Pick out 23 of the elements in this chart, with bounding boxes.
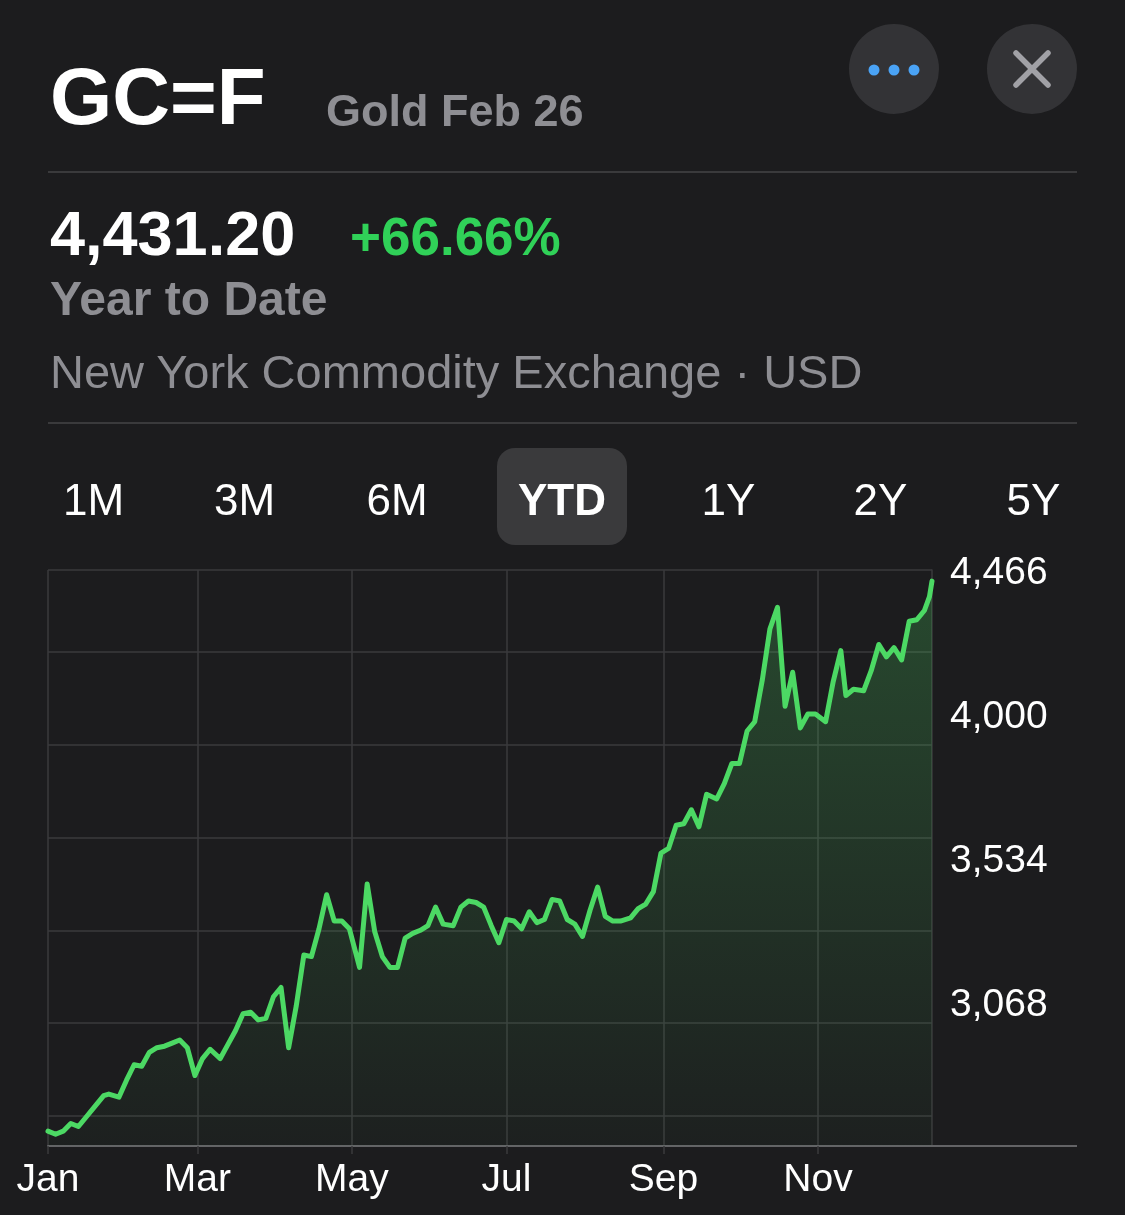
text: 3M (213, 474, 276, 524)
x-tick-label: Mar (163, 1156, 232, 1199)
text: 4,431.20 (50, 197, 296, 268)
text: 2Y (853, 474, 908, 524)
text: 6M (366, 474, 428, 524)
chart-title: GC=F (50, 52, 266, 142)
x-tick-label: May (315, 1156, 390, 1199)
x-tick-label: Jul (481, 1156, 532, 1199)
y-tick-label: 4,466 (950, 548, 1048, 592)
text: New York Commodity Exchange · USD (50, 345, 863, 399)
y-tick-label: 4,000 (950, 692, 1048, 736)
text: YTD (518, 474, 606, 524)
text: Year to Date (50, 272, 328, 326)
text: 1M (62, 474, 125, 524)
text: 5Y (1006, 474, 1061, 524)
y-tick-label: 3,534 (950, 836, 1048, 880)
x-tick-label: Sep (628, 1156, 699, 1199)
x-tick-label: Nov (783, 1156, 854, 1199)
y-tick-label: 3,068 (950, 980, 1048, 1024)
text: 1Y (701, 474, 756, 524)
chart-subtitle: Gold Feb 26 (326, 84, 584, 136)
x-tick-label: Jan (16, 1156, 80, 1199)
text: +66.66% (350, 207, 561, 267)
